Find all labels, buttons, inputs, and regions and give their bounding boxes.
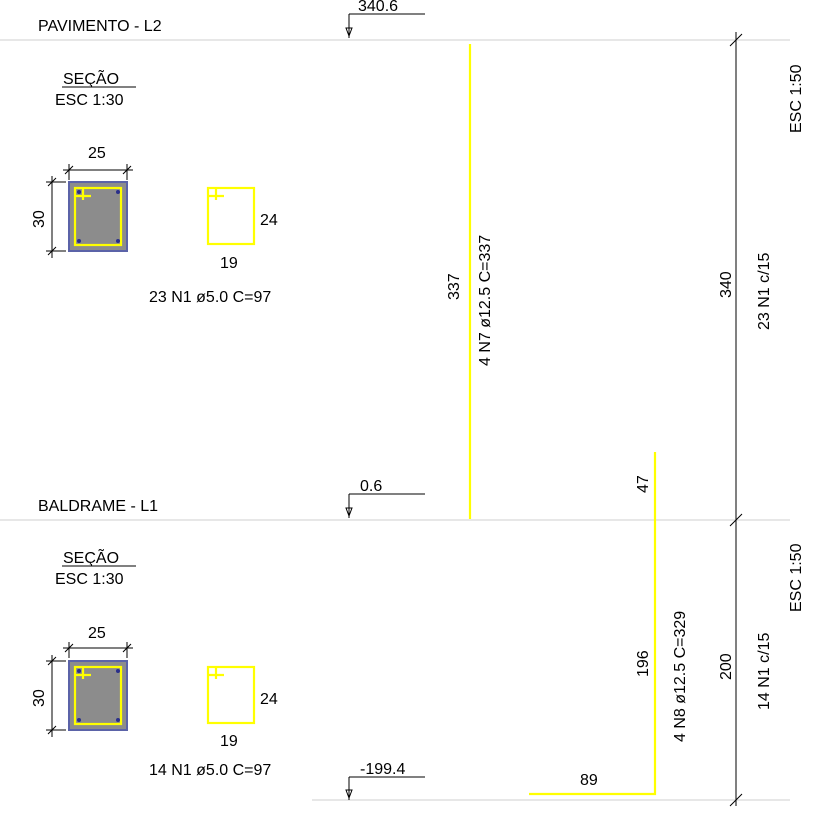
stirrup-run-lower: 200 14 N1 c/15 ESC 1:50 — [718, 520, 805, 807]
section-width-dim: 25 — [88, 625, 106, 642]
stirrup-label: 23 N1 ø5.0 C=97 — [149, 289, 271, 306]
longitudinal-bar-dot — [77, 239, 81, 243]
section-title: SEÇÃO — [63, 68, 119, 88]
longitudinal-bar-dot — [77, 190, 81, 194]
rebar-n7: 337 4 N7 ø12.5 C=337 — [446, 44, 494, 519]
longitudinal-bar-dot — [116, 669, 120, 673]
rebar-n7-label: 4 N7 ø12.5 C=337 — [477, 235, 494, 366]
section-scale: ESC 1:30 — [55, 92, 124, 109]
stirrup-shape — [206, 665, 256, 725]
stirrup-run-label: 14 N1 c/15 — [756, 633, 773, 710]
stirrup-run-length: 200 — [718, 653, 735, 680]
stirrup-width-dim: 19 — [220, 255, 238, 272]
elevation-marker-bottom: -199.4 — [345, 761, 425, 800]
section-width-dim: 25 — [88, 145, 106, 162]
stirrup-run-length: 340 — [718, 271, 735, 298]
stirrup-run-scale: ESC 1:50 — [788, 64, 805, 133]
elevation-value-middle: 0.6 — [360, 478, 382, 495]
stirrup-label: 14 N1 ø5.0 C=97 — [149, 762, 271, 779]
longitudinal-bar-dot — [77, 669, 81, 673]
elevation-value-top: 340.6 — [358, 0, 398, 15]
section-lower: SEÇÃO ESC 1:30 25 30 24 19 14 N1 ø5.0 C=… — [31, 547, 278, 779]
level-label-pavimento: PAVIMENTO - L2 — [38, 18, 162, 35]
level-label-baldrame: BALDRAME - L1 — [38, 498, 158, 515]
longitudinal-bar-dot — [116, 239, 120, 243]
section-height-dim: 30 — [31, 210, 48, 228]
stirrup-in-section — [73, 665, 123, 726]
longitudinal-bar-dot — [116, 190, 120, 194]
rebar-n8: 47 196 4 N8 ø12.5 C=329 89 — [529, 452, 689, 796]
stirrup-height-dim: 24 — [260, 691, 278, 708]
longitudinal-bar-dot — [77, 718, 81, 722]
rebar-n8-label: 4 N8 ø12.5 C=329 — [672, 611, 689, 742]
section-scale: ESC 1:30 — [55, 571, 124, 588]
section-upper: SEÇÃO ESC 1:30 25 30 24 19 23 N1 ø5.0 C=… — [31, 68, 278, 306]
rebar-n8-vertical-length: 196 — [635, 650, 652, 677]
rebar-n8-line — [529, 452, 657, 796]
stirrup-height-dim: 24 — [260, 212, 278, 229]
elevation-marker-top: 340.6 — [345, 0, 425, 38]
stirrup-width-dim: 19 — [220, 733, 238, 750]
rebar-n7-length: 337 — [446, 273, 463, 300]
stirrup-in-section — [73, 186, 123, 247]
stirrup-run-label: 23 N1 c/15 — [756, 253, 773, 330]
longitudinal-bar-dot — [116, 718, 120, 722]
stirrup-shape — [206, 186, 256, 246]
rebar-n8-hook-length: 47 — [635, 475, 652, 493]
section-height-dim: 30 — [31, 689, 48, 707]
elevation-marker-middle: 0.6 — [345, 478, 425, 518]
stirrup-run-upper: 340 23 N1 c/15 ESC 1:50 — [718, 32, 805, 527]
elevation-value-bottom: -199.4 — [360, 761, 405, 778]
rebar-n8-horizontal-length: 89 — [580, 772, 598, 789]
stirrup-run-scale: ESC 1:50 — [788, 543, 805, 612]
section-title: SEÇÃO — [63, 547, 119, 567]
